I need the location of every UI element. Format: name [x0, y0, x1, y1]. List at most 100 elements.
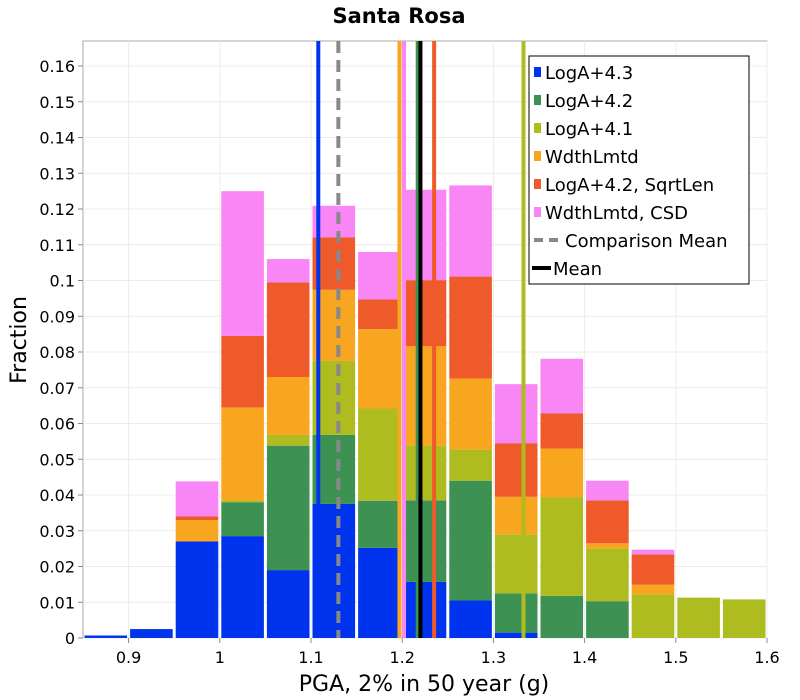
y-tick-label: 0.16: [39, 57, 75, 76]
y-tick-label: 0.03: [39, 522, 75, 541]
legend-wdthlmtd-swatch: [534, 151, 541, 161]
legend-loga-4-3-swatch: [534, 67, 541, 77]
bar-loga-4-3: [175, 541, 219, 638]
x-tick-label: 1: [215, 648, 225, 667]
x-tick-label: 1.1: [298, 648, 323, 667]
bar-loga-4-2-sqrtlen: [403, 280, 447, 347]
x-tick-label: 1.4: [572, 648, 597, 667]
chart-title: Santa Rosa: [332, 4, 465, 28]
bar-wdthlmtd-csd: [175, 481, 219, 517]
bar-wdthlmtd: [266, 377, 310, 435]
bar-wdthlmtd-csd: [586, 480, 629, 501]
bar-loga-4-2-sqrtlen: [494, 443, 538, 497]
bar-loga-4-2-sqrtlen: [266, 282, 310, 378]
bar-wdthlmtd: [540, 448, 584, 498]
bar-loga-4-2-sqrtlen: [175, 516, 219, 521]
bar-loga-4-2-sqrtlen: [358, 299, 401, 330]
bar-loga-4-1: [449, 449, 492, 481]
legend-wdthlmtd-csd-swatch: [534, 207, 541, 217]
y-tick-label: 0.1: [50, 272, 75, 291]
bar-loga-4-3: [358, 547, 401, 638]
x-axis-label: PGA, 2% in 50 year (g): [299, 672, 550, 697]
bar-loga-4-3: [84, 635, 128, 638]
x-tick-label: 1.2: [389, 648, 414, 667]
x-tick-label: 1.6: [754, 648, 779, 667]
bar-loga-4-1: [494, 534, 538, 594]
bar-wdthlmtd: [221, 407, 264, 501]
legend-comparison-mean-label: Comparison Mean: [565, 231, 728, 252]
bar-loga-4-3: [221, 536, 264, 638]
bar-wdthlmtd-csd: [358, 251, 401, 300]
legend: LogA+4.3 LogA+4.2 LogA+4.1 WdthLmtd LogA+4.2…: [528, 55, 750, 285]
legend-box: [528, 55, 750, 285]
legend-mean-label: Mean: [553, 259, 602, 280]
bar-wdthlmtd: [449, 378, 492, 450]
bar-loga-4-1: [358, 408, 401, 501]
bar-loga-4-1: [403, 445, 447, 501]
legend-loga-4-2-sqrtlen-swatch: [534, 179, 541, 189]
bar-wdthlmtd: [586, 543, 629, 549]
bars: [84, 185, 766, 638]
legend-wdthlmtd-csd-label: WdthLmtd, CSD: [545, 203, 688, 224]
x-tick-label: 0.9: [116, 648, 141, 667]
y-tick-label: 0.02: [39, 558, 75, 577]
bar-loga-4-2: [358, 500, 401, 548]
bar-loga-4-3: [449, 600, 492, 638]
y-tick-label: 0.14: [39, 129, 75, 148]
y-tick-label: 0.05: [39, 450, 75, 469]
bar-wdthlmtd-csd: [540, 358, 584, 414]
bar-wdthlmtd: [175, 520, 219, 542]
y-tick-label: 0.04: [39, 486, 75, 505]
bar-loga-4-2: [449, 480, 492, 601]
y-tick-label: 0.01: [39, 593, 75, 612]
bar-loga-4-1: [540, 497, 584, 596]
legend-loga-4-3-label: LogA+4.3: [545, 63, 633, 84]
y-tick-label: 0.11: [39, 236, 75, 255]
bar-loga-4-2-sqrtlen: [586, 500, 629, 544]
bar-loga-4-1: [586, 548, 629, 602]
bar-loga-4-1: [677, 597, 720, 638]
bar-loga-4-2: [403, 500, 447, 582]
bar-loga-4-2: [586, 601, 629, 638]
bar-wdthlmtd: [631, 584, 675, 595]
bar-wdthlmtd: [403, 346, 447, 446]
y-tick-label: 0.09: [39, 307, 75, 326]
bar-loga-4-2-sqrtlen: [540, 413, 584, 449]
bar-wdthlmtd-csd: [631, 549, 675, 555]
y-tick-label: 0.07: [39, 379, 75, 398]
bar-wdthlmtd-csd: [221, 191, 264, 336]
bar-wdthlmtd-csd: [403, 189, 447, 281]
bar-wdthlmtd-csd: [494, 384, 538, 444]
bar-loga-4-1: [221, 500, 264, 503]
bar-loga-4-1: [631, 594, 675, 638]
y-tick-label: 0.13: [39, 164, 75, 183]
bar-wdthlmtd-csd: [266, 259, 310, 283]
bar-loga-4-3: [266, 570, 310, 638]
legend-wdthlmtd-label: WdthLmtd: [545, 147, 639, 168]
bar-loga-4-3: [130, 629, 173, 638]
bar-loga-4-2: [266, 445, 310, 571]
axes: 0 0.01 0.02 0.03 0.04 0.05 0.06 0.07 0.08 0.09 0.1…: [39, 57, 779, 667]
legend-loga-4-1-label: LogA+4.1: [545, 119, 633, 140]
bar-wdthlmtd: [494, 496, 538, 535]
y-axis-label: Fraction: [7, 296, 32, 384]
x-tick-label: 1.5: [663, 648, 688, 667]
legend-loga-4-2-sqrtlen-label: LogA+4.2, SqrtLen: [545, 175, 714, 196]
bar-loga-4-2-sqrtlen: [449, 276, 492, 379]
y-tick-label: 0.06: [39, 415, 75, 434]
bar-loga-4-2-sqrtlen: [631, 554, 675, 585]
legend-loga-4-1-swatch: [534, 123, 541, 133]
mean-lines: [316, 41, 526, 638]
bar-loga-4-3: [494, 632, 538, 638]
y-tick-label: 0.12: [39, 200, 75, 219]
bar-loga-4-2: [494, 593, 538, 633]
y-tick-label: 0: [65, 629, 75, 648]
legend-loga-4-2-label: LogA+4.2: [545, 91, 633, 112]
y-tick-label: 0.08: [39, 343, 75, 362]
bar-wdthlmtd-csd: [449, 185, 492, 277]
x-tick-label: 1.3: [481, 648, 506, 667]
legend-loga-4-2-swatch: [534, 95, 541, 105]
bar-loga-4-2: [540, 595, 584, 638]
y-tick-label: 0.15: [39, 93, 75, 112]
